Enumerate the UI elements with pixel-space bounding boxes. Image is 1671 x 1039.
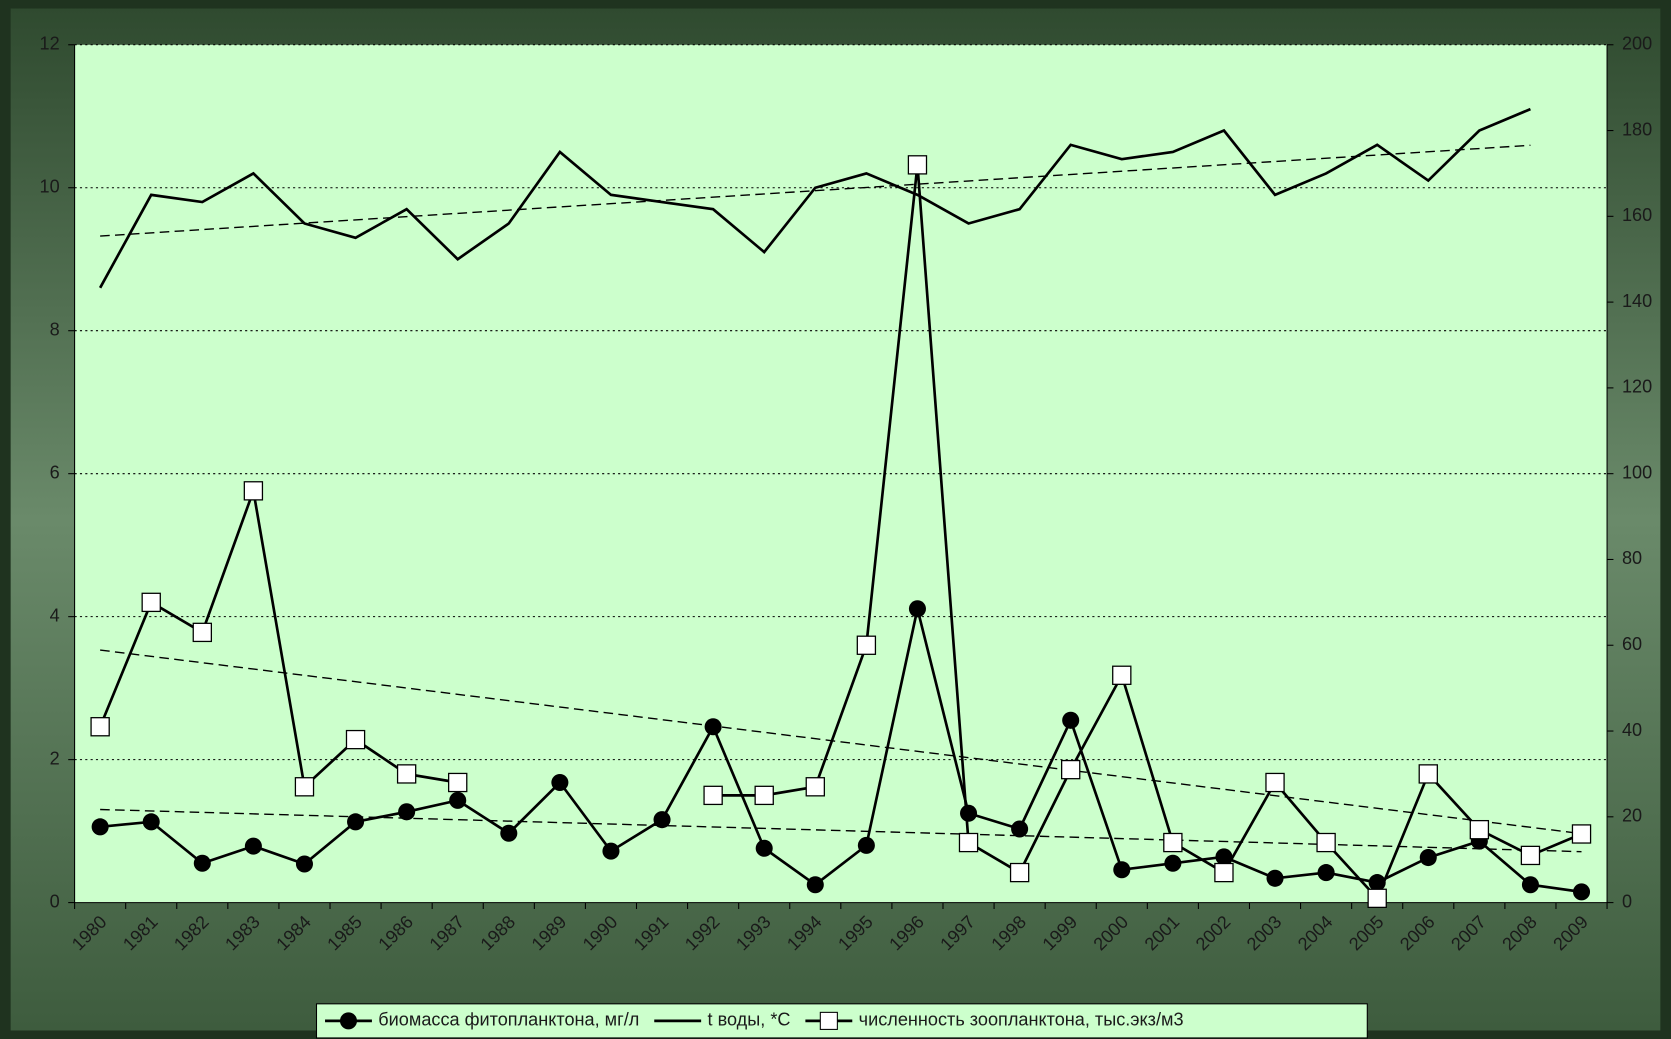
marker <box>1469 819 1490 840</box>
marker <box>244 837 262 855</box>
marker <box>551 773 569 792</box>
y-tick-label: 4 <box>50 605 60 625</box>
marker <box>1215 848 1233 866</box>
marker <box>1265 772 1285 793</box>
marker <box>448 772 468 793</box>
marker <box>653 811 671 829</box>
y2-tick-label: 160 <box>1622 205 1652 225</box>
y2-tick-label: 140 <box>1622 291 1652 311</box>
trendline <box>100 144 1531 237</box>
marker <box>907 155 928 175</box>
marker <box>1214 862 1234 883</box>
marker <box>500 824 518 842</box>
marker <box>1520 845 1541 866</box>
marker <box>1163 832 1183 853</box>
y2-tick-label: 0 <box>1622 891 1632 911</box>
marker <box>1113 861 1131 879</box>
marker <box>754 785 774 806</box>
marker <box>704 718 722 736</box>
legend-label: численность зоопланктона, тыс.экз/м3 <box>859 1010 1184 1030</box>
marker <box>856 635 877 655</box>
marker <box>1572 883 1591 901</box>
marker <box>1316 832 1336 853</box>
marker <box>1011 820 1029 838</box>
y-tick-label: 8 <box>50 319 60 339</box>
marker <box>857 836 875 854</box>
y2-tick-label: 200 <box>1622 34 1652 54</box>
trendline <box>100 808 1582 853</box>
marker <box>1521 876 1539 894</box>
marker <box>1317 864 1335 882</box>
marker <box>347 813 365 831</box>
marker <box>602 842 620 860</box>
marker <box>142 813 160 831</box>
plot-area <box>74 44 1608 903</box>
marker <box>1367 888 1387 909</box>
marker <box>141 592 161 613</box>
marker <box>1266 869 1284 887</box>
legend-marker <box>339 1012 358 1030</box>
marker <box>295 855 313 873</box>
marker <box>193 854 211 872</box>
y-tick-label: 12 <box>40 34 60 54</box>
y2-tick-label: 100 <box>1622 462 1652 482</box>
marker <box>449 791 467 809</box>
marker <box>958 832 979 853</box>
y2-tick-label: 120 <box>1622 377 1652 397</box>
y2-tick-label: 60 <box>1622 634 1642 654</box>
y2-tick-label: 40 <box>1622 720 1642 740</box>
series-line <box>100 608 1582 894</box>
trendline <box>100 649 1582 835</box>
y2-tick-label: 80 <box>1622 548 1642 568</box>
marker <box>91 818 109 836</box>
marker <box>90 717 110 737</box>
marker <box>1062 711 1080 729</box>
marker <box>755 839 773 857</box>
y2-tick-label: 180 <box>1622 119 1652 139</box>
marker <box>1009 862 1030 883</box>
legend-marker <box>819 1011 838 1030</box>
legend-label: t воды, *С <box>708 1010 791 1030</box>
marker <box>1418 764 1438 784</box>
marker <box>398 803 416 821</box>
marker <box>1571 824 1592 844</box>
marker <box>396 764 417 784</box>
y-tick-label: 6 <box>50 462 60 482</box>
marker <box>1112 665 1132 685</box>
marker <box>1164 854 1182 872</box>
marker <box>1419 849 1437 867</box>
marker <box>1060 759 1081 780</box>
y-tick-label: 0 <box>50 891 60 911</box>
marker <box>192 622 213 643</box>
marker <box>345 729 366 750</box>
marker <box>805 777 825 797</box>
y2-tick-label: 20 <box>1622 806 1642 826</box>
marker <box>703 785 723 806</box>
y-tick-label: 2 <box>50 748 60 768</box>
marker <box>294 777 315 797</box>
marker <box>806 876 824 894</box>
series-line <box>98 107 1531 289</box>
marker <box>960 804 978 822</box>
marker <box>243 481 264 501</box>
marker <box>908 600 926 618</box>
legend-label: биомасса фитопланктона, мг/л <box>378 1010 639 1030</box>
legend <box>315 1003 1368 1039</box>
y-tick-label: 10 <box>40 177 60 197</box>
